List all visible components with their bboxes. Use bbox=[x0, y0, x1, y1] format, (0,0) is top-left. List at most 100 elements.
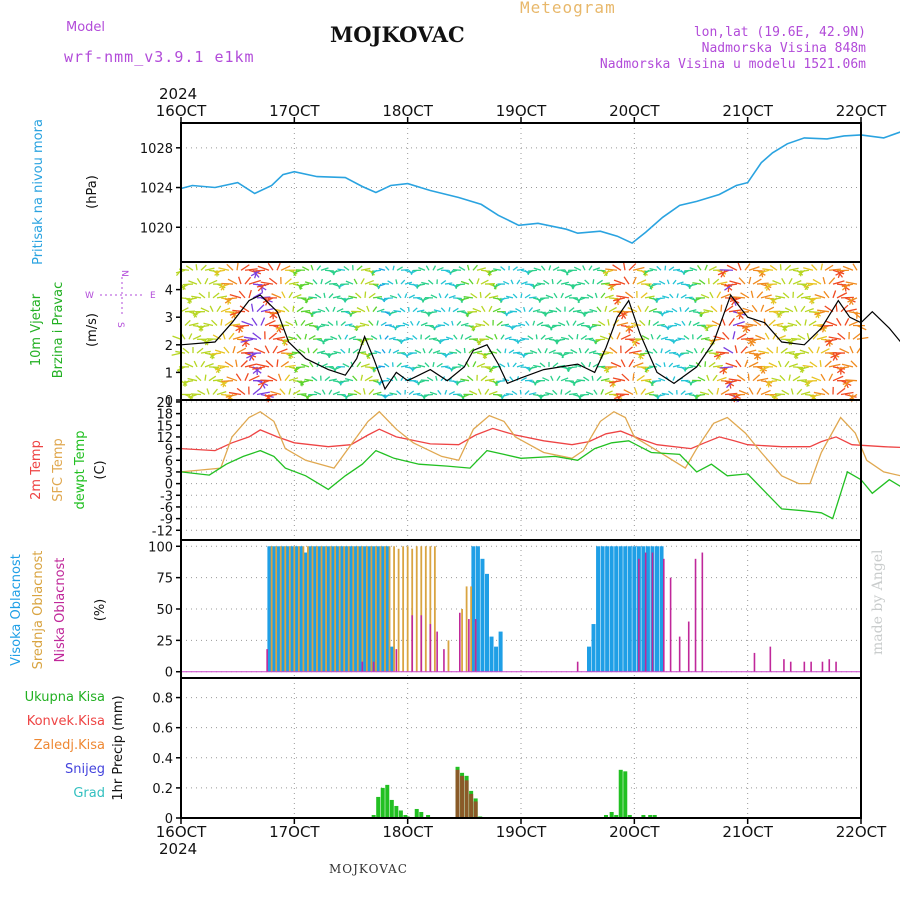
wind-barb bbox=[281, 291, 286, 299]
pressure-line bbox=[180, 131, 900, 245]
wind-barb bbox=[768, 362, 778, 368]
precip-axis-label: 1hr Precip (mm) bbox=[111, 695, 126, 800]
cloud-bar bbox=[388, 546, 391, 672]
wind-barb bbox=[689, 283, 698, 287]
x-tick-label-top: 20OCT bbox=[609, 102, 660, 120]
y-tick-label: 12 bbox=[156, 431, 173, 446]
wind-barb bbox=[783, 324, 794, 328]
wind-barb bbox=[812, 278, 822, 285]
wind-barb bbox=[212, 269, 220, 276]
wind-barb bbox=[429, 391, 438, 396]
wind-barb bbox=[312, 348, 318, 354]
wind-barb bbox=[592, 267, 601, 271]
wind-barb bbox=[260, 317, 266, 326]
wind-barb bbox=[836, 269, 850, 272]
wind-barb bbox=[564, 294, 573, 299]
precip-bar bbox=[426, 814, 431, 818]
wind-barb bbox=[484, 269, 492, 276]
wind-barb bbox=[252, 387, 262, 395]
wind-barb bbox=[840, 304, 849, 313]
wind-barb bbox=[327, 321, 334, 327]
wind-barb bbox=[506, 295, 514, 299]
wind-barb bbox=[466, 375, 474, 382]
wind-barb bbox=[301, 363, 310, 368]
wind-barb bbox=[389, 392, 398, 396]
wind-barb bbox=[599, 352, 610, 357]
wind-barb bbox=[392, 349, 400, 354]
wind-barb bbox=[364, 375, 373, 382]
wind-barb bbox=[320, 267, 329, 271]
cloud-bar bbox=[389, 646, 394, 672]
cloud-bar bbox=[349, 546, 353, 672]
wind-barb bbox=[527, 335, 534, 340]
wind-barb bbox=[515, 308, 522, 313]
wind-barb bbox=[248, 375, 260, 382]
wind-barb bbox=[510, 279, 514, 285]
wind-barb bbox=[795, 319, 802, 326]
wind-barb bbox=[378, 267, 386, 271]
wind-barb bbox=[804, 319, 807, 326]
wind-barb bbox=[747, 373, 750, 381]
wind-barb bbox=[455, 348, 462, 354]
wind-barb bbox=[550, 375, 554, 381]
wind-barb bbox=[422, 348, 426, 354]
wind-barb bbox=[608, 283, 622, 286]
wind-barb bbox=[560, 336, 570, 340]
wind-barb bbox=[649, 268, 658, 271]
precip-bar bbox=[376, 796, 381, 818]
wind-barb bbox=[212, 378, 224, 382]
wind-barb bbox=[796, 269, 804, 276]
wind-barb bbox=[623, 389, 634, 396]
cloud-bar bbox=[471, 546, 476, 672]
wind-barb bbox=[588, 361, 592, 368]
meteogram-label: Meteogram bbox=[520, 0, 616, 17]
wind-barb bbox=[722, 331, 730, 340]
cloud-bar bbox=[311, 546, 314, 672]
x-tick-label-top: 17OCT bbox=[269, 102, 320, 120]
precip-bar bbox=[473, 801, 478, 818]
wind-barb bbox=[753, 352, 766, 356]
wind-barb bbox=[340, 380, 350, 383]
wind-barb bbox=[312, 279, 318, 285]
wind-barb bbox=[417, 283, 426, 287]
wind-barb bbox=[695, 393, 706, 397]
wind-barb bbox=[744, 359, 749, 368]
wind-barb bbox=[344, 334, 349, 340]
wind-barb bbox=[308, 296, 318, 299]
wind-barb bbox=[347, 393, 358, 396]
cloud-bar bbox=[429, 546, 432, 672]
wind-barb bbox=[238, 276, 242, 285]
cloud-bar bbox=[353, 546, 358, 672]
wind-barb bbox=[284, 364, 296, 368]
wind-barb bbox=[616, 332, 621, 340]
wind-barb bbox=[644, 295, 655, 299]
wind-barb bbox=[197, 389, 206, 396]
wind-barb bbox=[404, 281, 413, 285]
wind-barb bbox=[656, 334, 661, 340]
wind-barb bbox=[420, 322, 428, 327]
wind-barb bbox=[317, 324, 326, 329]
wind-barb bbox=[187, 297, 198, 301]
wind-barb bbox=[637, 305, 642, 312]
wind-barb bbox=[576, 322, 585, 327]
wind-barb bbox=[580, 393, 590, 396]
wind-barb bbox=[360, 278, 365, 285]
wind-barb bbox=[577, 297, 586, 302]
wind-barb bbox=[848, 393, 858, 401]
wind-barb bbox=[793, 305, 798, 312]
wind-barb bbox=[317, 308, 326, 313]
wind-barb bbox=[480, 375, 488, 382]
cloud-bar bbox=[344, 546, 349, 672]
wind-barb bbox=[835, 303, 838, 312]
y-tick-label: -9 bbox=[160, 513, 173, 528]
wind-barb bbox=[788, 267, 799, 271]
wind-barb bbox=[750, 290, 754, 299]
wind-barb bbox=[842, 265, 854, 271]
wind-barb bbox=[456, 310, 465, 313]
wind-barb bbox=[593, 389, 598, 395]
wind-barb bbox=[758, 269, 770, 274]
cloud-bar bbox=[447, 640, 450, 672]
wind-barb bbox=[803, 283, 814, 288]
cloud-bar bbox=[308, 546, 313, 672]
wind-barb bbox=[672, 268, 681, 271]
